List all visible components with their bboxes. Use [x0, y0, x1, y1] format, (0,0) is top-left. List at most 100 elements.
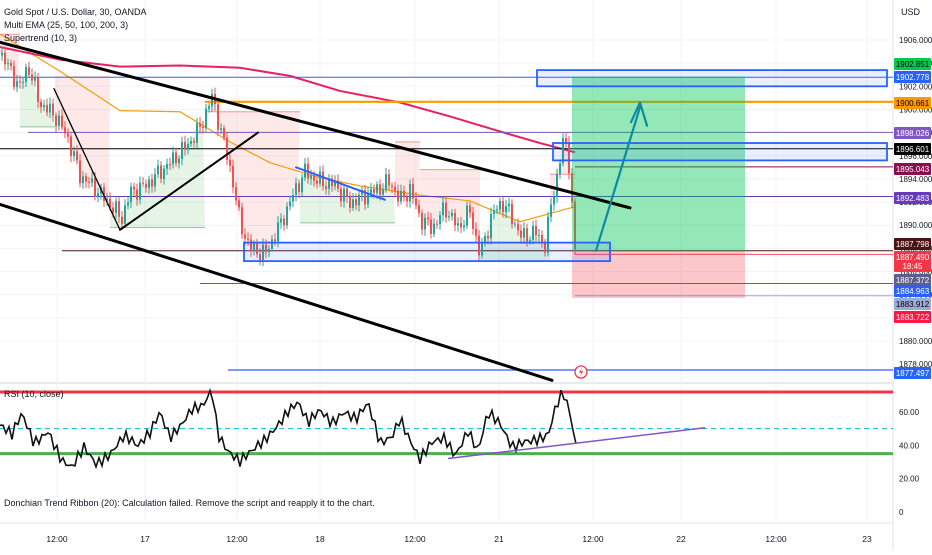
price-tag-text: 1883.912 — [896, 300, 930, 309]
candle-body — [7, 63, 9, 65]
candle-body — [532, 225, 534, 240]
price-tag — [894, 298, 931, 310]
candle-body — [4, 52, 6, 65]
symbol-title[interactable]: Gold Spot / U.S. Dollar, 30, OANDA — [4, 7, 147, 17]
candle-body — [43, 104, 45, 108]
candle-body — [55, 115, 57, 126]
time-tick: 21 — [494, 534, 504, 544]
candle-body — [457, 223, 459, 226]
candle-body — [49, 103, 51, 113]
candle-body — [88, 181, 90, 183]
candle-body — [427, 217, 429, 220]
support-zone[interactable] — [243, 241, 611, 263]
candle-body — [394, 186, 396, 191]
candle-body — [25, 67, 27, 82]
candle-body — [538, 235, 540, 237]
candle-body — [1, 52, 3, 56]
price-tick: 1894.000 — [899, 175, 932, 184]
candle-body — [163, 168, 165, 179]
drawings[interactable] — [0, 40, 888, 382]
candle-body — [376, 184, 378, 193]
candle-body — [364, 189, 366, 205]
candle-body — [514, 223, 516, 225]
mid-zone[interactable] — [552, 142, 888, 162]
supertrend-fill — [205, 99, 300, 255]
candle-body — [232, 165, 234, 188]
candle-body — [391, 185, 393, 187]
candle-body — [40, 101, 42, 108]
price-tag — [894, 238, 931, 250]
candle-body — [328, 178, 330, 189]
candle-body — [559, 163, 561, 174]
candle-body — [64, 127, 66, 134]
candle-body — [397, 190, 399, 202]
candle-body — [499, 200, 501, 210]
resistance-zone[interactable] — [536, 69, 888, 88]
up-leg-line[interactable] — [119, 131, 259, 231]
candle-body — [292, 194, 294, 202]
supertrend-fill — [110, 120, 205, 228]
down-leg-line[interactable] — [53, 87, 121, 231]
candle-body — [133, 186, 135, 190]
candle-body — [325, 186, 327, 189]
candle-body — [412, 183, 414, 199]
long-stop-zone[interactable] — [572, 250, 745, 298]
channel-upper-line[interactable] — [0, 40, 632, 210]
candle-body — [193, 140, 195, 143]
candle-body — [208, 106, 210, 109]
candle-body — [355, 199, 357, 206]
rsi-trendline[interactable] — [447, 427, 706, 460]
price-tag-text: 1896.601 — [896, 145, 930, 154]
candle-body — [115, 201, 117, 213]
lightning-icon[interactable] — [574, 365, 588, 379]
rsi-label[interactable]: RSI (10, close) — [4, 389, 64, 399]
price-tag-text: 1883.722 — [896, 313, 930, 322]
candle-body — [181, 141, 183, 159]
candle-body — [562, 138, 564, 164]
price-tag — [894, 192, 931, 204]
rsi-tick: 40.00 — [899, 441, 920, 450]
candle-body — [289, 201, 291, 207]
candle-body — [196, 123, 198, 143]
candle-body — [70, 136, 72, 156]
candle-body — [556, 173, 558, 197]
time-tick: 22 — [676, 534, 686, 544]
projection-arrow-head[interactable] — [629, 101, 649, 127]
projection-arrow-line[interactable] — [594, 106, 642, 252]
candle-body — [253, 243, 255, 252]
candle-body — [505, 206, 507, 212]
candle-body — [268, 248, 270, 253]
candle-body — [61, 115, 63, 128]
candle-body — [283, 218, 285, 226]
candle-body — [367, 193, 369, 205]
candle-body — [310, 175, 312, 179]
candle-body — [97, 193, 99, 197]
candle-body — [244, 234, 246, 239]
candle-body — [493, 210, 495, 214]
candle-body — [280, 218, 282, 223]
candle-body — [139, 182, 141, 200]
candle-body — [247, 238, 249, 240]
candle-body — [127, 202, 129, 206]
channel-lower-line[interactable] — [0, 202, 554, 382]
candle-body — [340, 188, 342, 202]
rsi-pane — [0, 387, 893, 470]
price-tag-text: 1884.963 — [896, 287, 930, 296]
price-tag-text: 1902.778 — [896, 73, 930, 82]
flag-line[interactable] — [295, 166, 386, 201]
currency-label[interactable]: USD — [901, 7, 921, 17]
candle-body — [385, 174, 387, 190]
candle-body — [568, 142, 570, 174]
candle-body — [157, 165, 159, 175]
candle-body — [448, 216, 450, 218]
indicator-supertrend-label[interactable]: Supertrend (10, 3) — [4, 33, 77, 43]
indicator-ema-label[interactable]: Multi EMA (25, 50, 100, 200, 3) — [4, 20, 128, 30]
candle-body — [415, 198, 417, 206]
candle-body — [76, 151, 78, 161]
price-tag-text: 1902.851 — [896, 60, 930, 69]
long-target-zone[interactable] — [572, 76, 745, 251]
candle-body — [565, 138, 567, 143]
price-tag-text: 1887.798 — [896, 240, 930, 249]
